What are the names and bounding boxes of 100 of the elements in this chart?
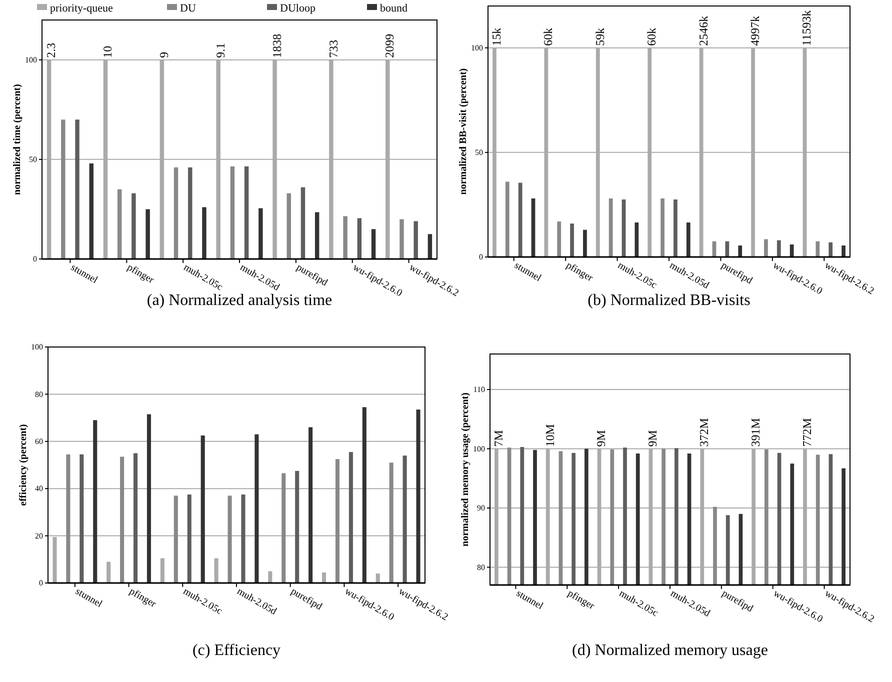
bar	[776, 240, 781, 257]
bar	[120, 456, 124, 583]
bar	[414, 221, 418, 259]
annotation: 60k	[644, 28, 659, 46]
text: (a) Normalized analysis time	[146, 292, 332, 309]
y-tick-label: 100	[25, 55, 37, 64]
legend-label: DU	[180, 2, 196, 15]
annotation: 372M	[697, 418, 712, 447]
bar	[188, 167, 192, 259]
bar	[132, 193, 136, 259]
bar	[286, 193, 291, 259]
y-tick-label: 50	[29, 154, 37, 164]
annotation: 2.3	[44, 42, 58, 58]
bar	[93, 420, 98, 583]
y-tick-label: 20	[35, 531, 43, 540]
bar	[402, 456, 407, 583]
bar	[416, 410, 420, 583]
bar	[295, 470, 300, 583]
bar	[160, 558, 164, 583]
bar	[816, 241, 820, 257]
bar	[214, 558, 218, 583]
annotation: 2546k	[696, 16, 710, 46]
bar	[268, 571, 272, 583]
y-axis-title: normalized memory usage (percent)	[460, 392, 471, 546]
bar	[244, 166, 249, 259]
bar	[400, 219, 404, 259]
annotation: 772M	[800, 418, 814, 447]
bar	[570, 224, 574, 257]
bar	[134, 453, 138, 583]
y-tick-label: 60	[35, 436, 43, 446]
bar	[117, 189, 122, 259]
y-axis-title: normalized BB-visit (percent)	[458, 68, 469, 195]
bar	[61, 120, 66, 259]
annotation: 733	[326, 40, 340, 58]
bar	[738, 245, 742, 257]
bar	[725, 241, 730, 257]
bar	[674, 199, 678, 257]
y-tick-label: 40	[35, 484, 43, 494]
bar	[75, 120, 80, 259]
bar	[314, 212, 320, 259]
y-tick-label: 0	[39, 578, 43, 588]
y-axis-title: efficiency (percent)	[18, 424, 29, 506]
bar	[200, 436, 205, 583]
y-tick-label: 100	[473, 444, 485, 454]
annotation: 391M	[748, 418, 762, 447]
bar	[228, 496, 232, 583]
bar	[362, 407, 366, 583]
bar	[371, 229, 376, 259]
annotation: 60k	[541, 28, 556, 46]
annotation: 1838	[270, 34, 284, 58]
bar	[828, 242, 833, 257]
y-tick-label: 110	[473, 385, 485, 394]
bar	[505, 182, 510, 257]
bar	[80, 454, 84, 583]
annotation: 9M	[594, 430, 608, 447]
y-tick-label: 100	[31, 342, 43, 352]
annotation: 9	[157, 52, 172, 58]
y-tick-label: 50	[475, 148, 483, 157]
bar	[583, 230, 587, 257]
annotation: 11593k	[800, 10, 814, 46]
annotation: 59k	[592, 28, 607, 46]
bar	[258, 208, 263, 259]
bar	[608, 198, 613, 257]
annotation: 7M	[491, 430, 506, 447]
bar	[66, 454, 70, 583]
bar	[634, 222, 639, 257]
annotation: 4997k	[748, 16, 762, 46]
y-tick-label: 0	[33, 254, 37, 264]
annotation: 2099	[382, 34, 397, 58]
legend-label: priority-queue	[50, 2, 114, 15]
bar	[518, 182, 522, 257]
bar	[174, 496, 178, 583]
annotation: 15k	[489, 28, 504, 46]
bar	[557, 221, 562, 257]
annotation: 9.1	[213, 42, 228, 58]
bar	[322, 572, 326, 583]
legend-label: bound	[380, 2, 408, 15]
bar	[146, 414, 151, 583]
y-axis-title: normalized time (percent)	[12, 84, 23, 195]
annotation: 9M	[646, 430, 660, 447]
bar	[348, 452, 353, 583]
bar	[300, 187, 306, 259]
bar	[660, 198, 664, 257]
text: (b) Normalized BB-visits	[588, 292, 750, 309]
y-tick-label: 80	[477, 562, 485, 572]
text: (c) Efficiency	[192, 642, 281, 659]
bar	[282, 473, 286, 583]
bar	[230, 166, 235, 259]
y-tick-label: 80	[35, 390, 43, 399]
bar	[202, 207, 206, 259]
bar	[146, 209, 150, 259]
bar	[308, 427, 313, 583]
bar	[254, 434, 259, 583]
annotation: 10M	[542, 424, 557, 447]
bar	[686, 222, 690, 257]
bar	[357, 218, 362, 259]
y-tick-label: 100	[471, 43, 483, 52]
bar	[389, 462, 394, 583]
bar	[764, 239, 768, 257]
text: (d) Normalized memory usage	[572, 642, 768, 659]
